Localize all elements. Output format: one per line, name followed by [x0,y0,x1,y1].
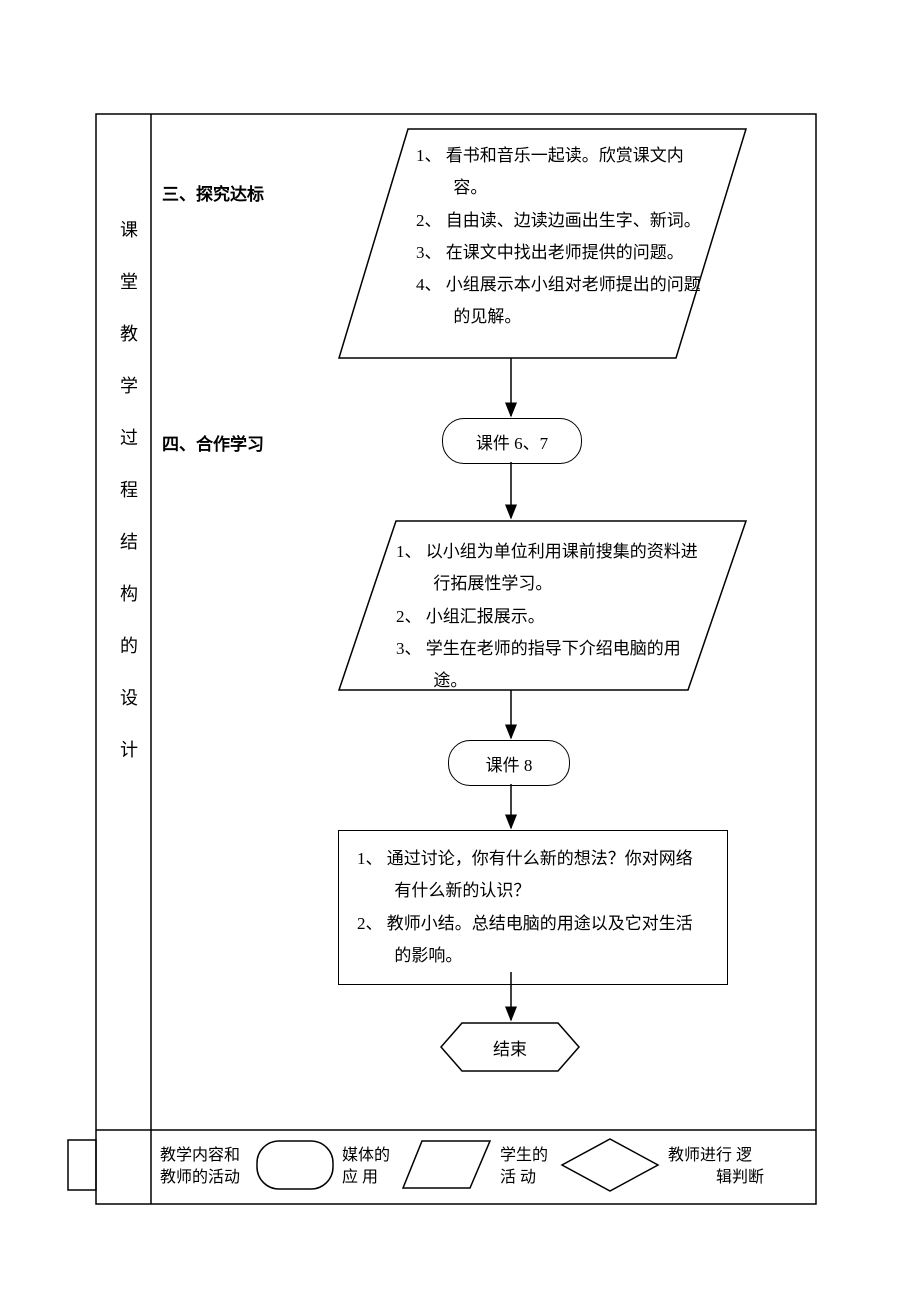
legend-diamond-l1: 教师进行 逻 [668,1145,764,1167]
legend-diamond-l2: 辑判断 [668,1167,764,1189]
flow-arrows [0,0,920,1302]
legend-rect-l1: 教学内容和 [160,1145,240,1167]
legend-para-l2: 活 动 [500,1167,548,1189]
page-stage: 课堂教学过程结构的设计 三、探究达标 四、合作学习 1、 看书和音乐一起读。欣赏… [0,0,920,1302]
legend-para-icon [402,1140,492,1190]
legend-diamond-label: 教师进行 逻 辑判断 [668,1145,764,1188]
legend-rect-label: 教学内容和 教师的活动 [160,1145,240,1188]
legend-para-label: 学生的 活 动 [500,1145,548,1188]
legend-rounded-icon [256,1140,334,1190]
legend-rounded-l1: 媒体的 [342,1145,390,1167]
legend-rounded-label: 媒体的 应 用 [342,1145,390,1188]
legend-rect-l2: 教师的活动 [160,1167,240,1189]
legend-para-l1: 学生的 [500,1145,548,1167]
legend-rounded-l2: 应 用 [342,1167,390,1189]
legend-diamond-icon [560,1138,660,1192]
